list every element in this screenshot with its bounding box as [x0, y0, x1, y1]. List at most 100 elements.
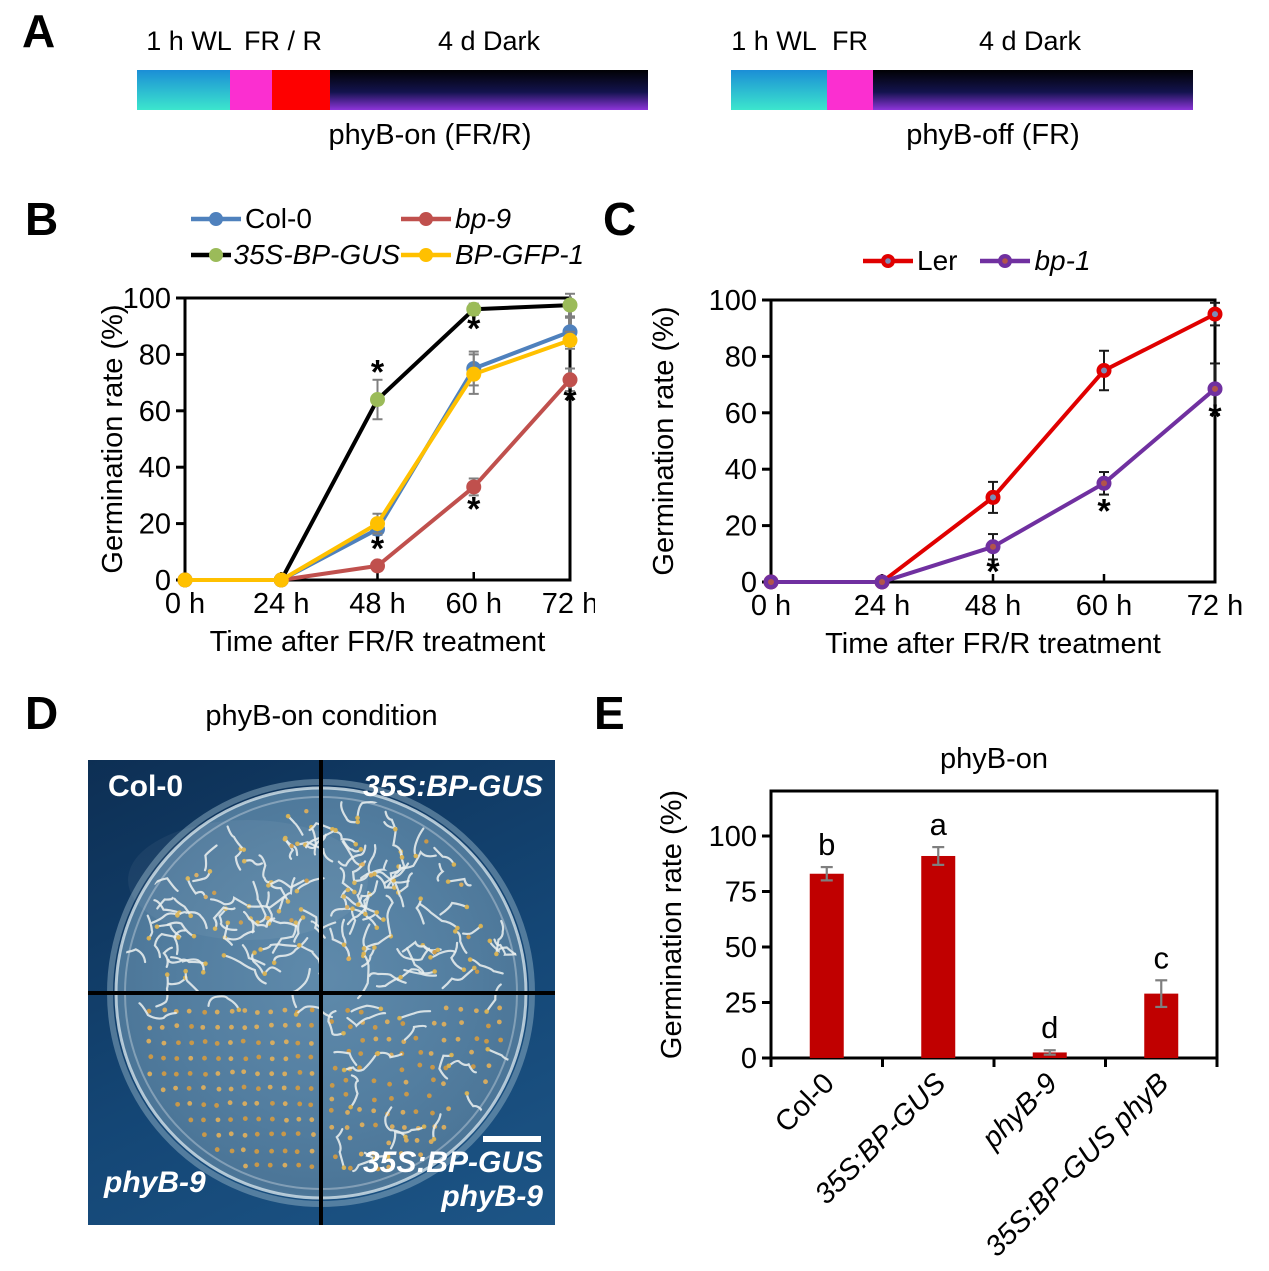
panel-c-letter: C	[603, 193, 637, 245]
quadrant-label-phyb-9: phyB-9	[104, 1166, 206, 1199]
legend-marker-icon	[980, 254, 1031, 268]
svg-text:b: b	[818, 827, 835, 862]
white-light-segment	[731, 70, 827, 110]
legend-marker-icon	[401, 248, 451, 262]
legend-item-bp-gfp-1: BP-GFP-1	[400, 239, 584, 271]
protocol-right-label-dark: 4 d Dark	[978, 26, 1082, 56]
svg-text:*: *	[371, 354, 385, 392]
svg-text:60 h: 60 h	[446, 588, 502, 620]
chart-b-legend: Col-0 bp-9 35S-BP-GUS BP-GFP-1	[190, 203, 584, 271]
legend-marker-icon	[863, 254, 913, 268]
protocol-left-label-frr: FR / R	[244, 26, 322, 56]
svg-text:*: *	[467, 491, 481, 529]
svg-text:*: *	[1097, 493, 1111, 531]
svg-text:*: *	[371, 530, 385, 568]
dark-segment	[873, 70, 1193, 110]
svg-text:20: 20	[725, 511, 757, 543]
chart-c-germination-line: 0 20 40 60 80 100 0 h 24 h 48 h 60 h 72 h Time afte…	[648, 285, 1243, 660]
svg-text:48 h: 48 h	[349, 588, 405, 620]
legend-item-bp-1: bp-1	[979, 245, 1091, 277]
svg-text:0: 0	[155, 565, 171, 597]
protocol-bar-phyb-off	[731, 70, 1193, 110]
protocol-left-label-dark: 4 d Dark	[437, 26, 541, 56]
svg-text:40: 40	[725, 454, 757, 486]
legend-label: bp-1	[1034, 245, 1091, 276]
svg-text:a: a	[930, 807, 948, 842]
svg-text:100: 100	[123, 285, 171, 315]
svg-text:40: 40	[139, 452, 171, 484]
svg-text:*: *	[563, 382, 577, 420]
chart-c-legend: Ler bp-1	[862, 245, 1091, 277]
svg-text:d: d	[1041, 1010, 1058, 1045]
legend-item-ler: Ler	[862, 245, 957, 277]
quadrant-label-line-2: phyB-9	[441, 1180, 543, 1213]
scale-bar	[483, 1136, 541, 1142]
svg-text:72 h: 72 h	[1187, 590, 1243, 622]
svg-text:*: *	[986, 553, 1000, 591]
protocol-left-caption: phyB-on (FR/R)	[328, 119, 532, 151]
quadrant-label-35s-bp-gus: 35S:BP-GUS	[362, 770, 543, 803]
svg-text:Time after FR/R treatment: Time after FR/R treatment	[210, 626, 546, 658]
svg-text:24 h: 24 h	[854, 590, 910, 622]
svg-text:Germination rate (%): Germination rate (%)	[648, 306, 680, 575]
legend-item-bp-9: bp-9	[400, 203, 584, 235]
quadrant-label-line-1: 35S:BP-GUS	[362, 1146, 543, 1179]
legend-label: 35S-BP-GUS	[233, 239, 401, 270]
panel-d-letter: D	[25, 687, 59, 739]
svg-text:60 h: 60 h	[1076, 590, 1132, 622]
svg-text:Col-0: Col-0	[769, 1067, 841, 1139]
svg-text:0: 0	[741, 567, 757, 599]
chart-b-germination-line: 0 20 40 60 80 100 0 h 24 h 48 h 60 h 72 h Time afte…	[97, 285, 595, 658]
svg-text:20: 20	[139, 509, 171, 541]
legend-label: BP-GFP-1	[455, 239, 585, 270]
svg-text:72 h: 72 h	[542, 588, 595, 620]
svg-text:24 h: 24 h	[253, 588, 309, 620]
protocol-right-label-wl: 1 h WL	[731, 26, 817, 56]
svg-text:80: 80	[139, 339, 171, 371]
svg-text:*: *	[467, 310, 481, 348]
legend-label: Col-0	[245, 203, 312, 234]
legend-marker-icon	[191, 212, 241, 226]
svg-text:0 h: 0 h	[751, 590, 791, 622]
petri-dish-illustration	[88, 760, 555, 1225]
svg-text:*: *	[1208, 398, 1222, 436]
panel-a-letter: A	[22, 5, 56, 57]
legend-item-col-0: Col-0	[190, 203, 400, 235]
svg-text:0: 0	[741, 1043, 757, 1075]
svg-text:phyB-on: phyB-on	[940, 743, 1048, 775]
svg-text:0 h: 0 h	[165, 588, 205, 620]
svg-text:100: 100	[709, 821, 757, 853]
legend-marker-icon	[401, 212, 451, 226]
svg-text:Germination rate (%): Germination rate (%)	[656, 790, 688, 1059]
red-segment	[272, 70, 330, 110]
protocol-bar-phyb-on	[137, 70, 648, 110]
panel-b-letter: B	[25, 193, 59, 245]
quadrant-label-col-0: Col-0	[108, 770, 183, 803]
legend-label: bp-9	[455, 203, 512, 234]
legend-label: Ler	[917, 245, 958, 276]
dark-segment	[330, 70, 648, 110]
svg-text:100: 100	[709, 285, 757, 317]
svg-text:c: c	[1154, 940, 1170, 975]
protocol-right-caption: phyB-off (FR)	[906, 119, 1080, 151]
svg-text:80: 80	[725, 341, 757, 373]
legend-item-35s-bp-gus: 35S-BP-GUS	[190, 239, 400, 271]
protocol-left-label-wl: 1 h WL	[146, 26, 232, 56]
white-light-segment	[137, 70, 230, 110]
legend-marker-icon	[191, 248, 231, 262]
svg-text:35S:BP-GUS phyB: 35S:BP-GUS phyB	[979, 1067, 1175, 1263]
svg-text:60: 60	[139, 396, 171, 428]
svg-text:Germination rate (%): Germination rate (%)	[97, 304, 129, 573]
protocol-right-label-fr: FR	[832, 26, 868, 56]
svg-text:phyB-9: phyB-9	[975, 1067, 1063, 1155]
svg-text:60: 60	[725, 398, 757, 430]
svg-text:25: 25	[725, 988, 757, 1020]
svg-text:Time after FR/R treatment: Time after FR/R treatment	[825, 628, 1161, 660]
far-red-segment	[230, 70, 272, 110]
panel-d-title: phyB-on condition	[205, 700, 438, 732]
svg-text:50: 50	[725, 932, 757, 964]
far-red-segment	[827, 70, 873, 110]
svg-text:75: 75	[725, 877, 757, 909]
chart-e-germination-bar: phyB-on 0 25 50 75 100 Germination rate (%) b Co…	[656, 743, 1219, 1263]
quadrant-label-35s-bp-gus-phyb-9: 35S:BP-GUS phyB-9	[363, 1146, 543, 1214]
